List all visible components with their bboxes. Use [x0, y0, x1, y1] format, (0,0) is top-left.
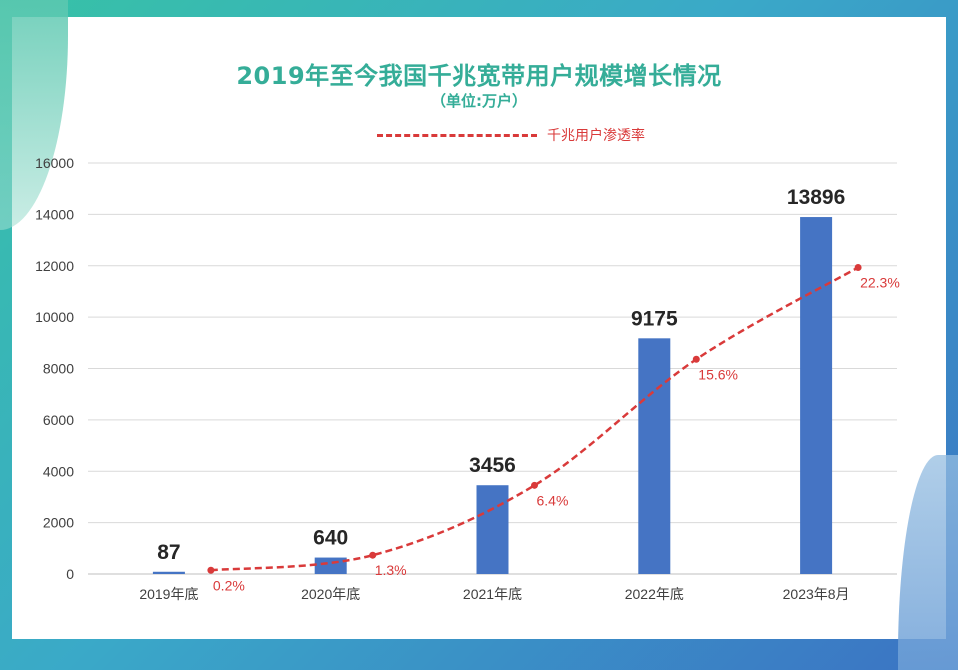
line-data-label: 1.3%: [375, 562, 407, 578]
bar: [314, 557, 347, 574]
y-tick-label: 16000: [35, 155, 74, 171]
line-data-label: 6.4%: [537, 492, 569, 508]
x-tick-label: 2019年底: [139, 586, 198, 602]
x-tick-label: 2022年底: [625, 586, 684, 602]
line-point: [854, 263, 862, 271]
penetration-rate-line: [210, 266, 859, 572]
chart-title: 2019年至今我国千兆宽带用户规模增长情况: [236, 62, 722, 90]
line-data-label: 0.2%: [213, 577, 245, 593]
bar-data-label: 9175: [631, 307, 678, 330]
legend-label: 千兆用户渗透率: [547, 128, 645, 144]
chart-subtitle: （单位:万户）: [431, 92, 527, 110]
y-tick-label: 4000: [43, 463, 74, 479]
line-data-label: 22.3%: [860, 274, 900, 290]
y-tick-label: 2000: [43, 515, 74, 531]
line-point: [531, 481, 538, 489]
x-tick-label: 2020年底: [301, 586, 360, 602]
bar: [638, 338, 671, 574]
y-tick-label: 12000: [35, 258, 74, 274]
y-tick-label: 8000: [43, 361, 74, 377]
y-tick-label: 6000: [43, 412, 74, 428]
line-point: [207, 566, 215, 574]
line-point: [369, 551, 377, 559]
line-data-label: 15.6%: [698, 366, 738, 382]
bar: [476, 485, 509, 574]
y-tick-label: 0: [66, 566, 74, 582]
bar-data-label: 87: [157, 541, 180, 564]
line-point: [692, 355, 700, 363]
bar: [152, 571, 185, 574]
bar-data-label: 640: [313, 527, 348, 550]
x-tick-label: 2021年底: [463, 586, 522, 602]
bar: [800, 217, 833, 574]
bar-data-label: 3456: [469, 454, 516, 477]
legend-line-marker: [377, 133, 537, 137]
y-tick-label: 10000: [35, 309, 74, 325]
x-tick-label: 2023年8月: [783, 586, 850, 602]
y-tick-label: 14000: [35, 206, 74, 222]
bar-data-label: 13896: [787, 186, 845, 209]
chart-legend: 千兆用户渗透率: [377, 125, 645, 145]
